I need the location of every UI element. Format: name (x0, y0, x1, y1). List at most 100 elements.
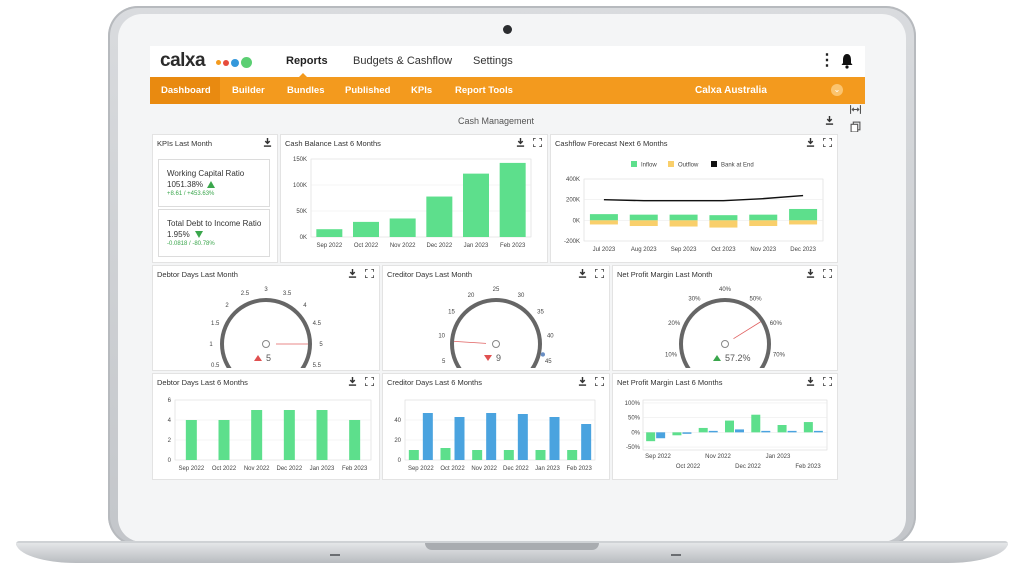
download-icon[interactable] (825, 116, 834, 125)
kpi-name: Total Debt to Income Ratio (167, 219, 262, 228)
trend-up-icon (713, 355, 721, 361)
bar (499, 162, 526, 237)
bar (517, 414, 528, 460)
gauge-tick-label: 5 (442, 359, 446, 365)
expand-icon[interactable] (533, 138, 542, 147)
gauge-tick-label: 4 (303, 303, 307, 309)
y-tick-label: 100% (625, 401, 641, 407)
trend-up-icon (207, 181, 215, 188)
subnav-report-tools[interactable]: Report Tools (455, 85, 513, 96)
sub-nav: Dashboard Builder Bundles Published KPIs… (150, 77, 865, 104)
gauge-tick-label: 40 (547, 333, 554, 339)
nav-settings[interactable]: Settings (473, 55, 513, 67)
gauge-tick-label: 20 (468, 293, 475, 299)
nav-reports[interactable]: Reports (286, 55, 328, 67)
organisation-name[interactable]: Calxa Australia (695, 85, 767, 96)
gauge-tick-label: 30 (518, 293, 525, 299)
kpis-card: KPIs Last Month Working Capital Ratio 10… (152, 134, 278, 263)
x-tick-label: Sep 2022 (316, 243, 342, 249)
subnav-builder[interactable]: Builder (232, 85, 265, 96)
y-tick-label: 0 (168, 458, 172, 464)
x-tick-label: Feb 2023 (342, 466, 368, 472)
inflow-bar (589, 214, 618, 221)
bar (472, 450, 483, 460)
subnav-published[interactable]: Published (345, 85, 391, 96)
kpi-name: Working Capital Ratio (167, 169, 245, 178)
bell-icon[interactable] (840, 53, 854, 69)
bar (349, 420, 361, 460)
gauge-needle (733, 321, 761, 340)
download-icon[interactable] (578, 269, 587, 278)
download-icon[interactable] (263, 138, 272, 147)
outflow-bar (709, 220, 738, 228)
expand-icon[interactable] (823, 138, 832, 147)
expand-icon[interactable] (823, 269, 832, 278)
download-icon[interactable] (348, 377, 357, 386)
net-profit-gauge: 0%10%20%30%40%50%60%70%80%57.2% (665, 287, 786, 368)
download-icon[interactable] (578, 377, 587, 386)
expand-icon[interactable] (365, 377, 374, 386)
gauge-tick-label: 15 (448, 310, 455, 316)
expand-icon[interactable] (823, 377, 832, 386)
gauge-value: 9 (496, 353, 501, 363)
inflow-bar (629, 214, 658, 221)
more-menu-icon[interactable]: ⋮ (819, 52, 835, 69)
gauge-tick-label: 20% (668, 321, 681, 327)
y-tick-label: -50% (626, 445, 641, 451)
kpi-delta: +8.61 / +453.63% (167, 191, 215, 197)
gauge-tick-label: 5 (319, 342, 323, 348)
x-tick-label: Nov 2022 (390, 243, 416, 249)
bar (761, 430, 771, 433)
sub-nav-active-bg (150, 77, 220, 104)
nav-budgets-cashflow[interactable]: Budgets & Cashflow (353, 55, 453, 67)
calxa-logo[interactable]: calxa (160, 50, 206, 71)
bar (486, 413, 497, 460)
bar (218, 420, 230, 460)
x-tick-label: Oct 2022 (440, 466, 465, 472)
plot-frame (583, 178, 824, 242)
subnav-dashboard[interactable]: Dashboard (161, 85, 211, 96)
debtor-days-6m-chart: 0 2 4 6 Sep 2022 Oct 2022 Nov 2022 Dec 2022 Jan … (168, 398, 372, 472)
logo-dots (216, 57, 252, 68)
y-tick-label: 4 (168, 418, 172, 424)
y-tick-label: 40 (394, 418, 401, 424)
expand-icon[interactable] (365, 269, 374, 278)
gauge-tick-label: 3.5 (283, 291, 292, 297)
copy-icon[interactable] (850, 121, 861, 132)
x-tick-label: Dec 2022 (735, 464, 761, 470)
bar (549, 417, 560, 460)
download-icon[interactable] (806, 138, 815, 147)
chevron-down-icon[interactable]: ⌄ (831, 84, 843, 96)
gauge-tick-label: 40% (719, 287, 732, 293)
gauge-tick-label: 3 (264, 287, 268, 293)
card-title: Cash Balance Last 6 Months (285, 139, 381, 148)
download-icon[interactable] (348, 269, 357, 278)
net-profit-6m-card: Net Profit Margin Last 6 Months 100% 50% 0… (612, 373, 838, 480)
x-tick-label: Dec 2023 (790, 247, 816, 253)
download-icon[interactable] (806, 269, 815, 278)
kpi-working-capital[interactable]: Working Capital Ratio 1051.38% +8.61 / +… (158, 159, 270, 207)
legend-swatch (711, 161, 717, 167)
download-icon[interactable] (516, 138, 525, 147)
x-tick-label: Nov 2022 (244, 466, 270, 472)
expand-icon[interactable] (595, 269, 604, 278)
bank-at-end-line (603, 194, 804, 202)
subnav-bundles[interactable]: Bundles (287, 85, 325, 96)
outflow-bar (669, 220, 698, 227)
bar (353, 221, 379, 237)
kpi-debt-to-income[interactable]: Total Debt to Income Ratio 1.95% -0.0818… (158, 209, 270, 257)
bar (672, 432, 682, 436)
x-tick-label: Jan 2023 (766, 454, 791, 460)
x-tick-label: Oct 2023 (711, 247, 736, 253)
x-tick-label: Feb 2023 (500, 243, 526, 249)
expand-icon[interactable] (595, 377, 604, 386)
download-icon[interactable] (806, 377, 815, 386)
outflow-bar (589, 220, 618, 225)
cash-balance-card: Cash Balance Last 6 Months 0K 50K 100K 150K… (280, 134, 548, 263)
creditor-days-6m-card: Creditor Days Last 6 Months 0 20 40 Sep 202… (382, 373, 610, 480)
creditor-days-6m-chart: 0 20 40 Sep 2022 Oct 2022 Nov 2022 Dec 2022 Jan… (394, 399, 596, 472)
bar (185, 420, 197, 460)
subnav-kpis[interactable]: KPIs (411, 85, 433, 96)
x-tick-label: Oct 2022 (676, 464, 701, 470)
fit-width-icon[interactable] (850, 104, 861, 115)
